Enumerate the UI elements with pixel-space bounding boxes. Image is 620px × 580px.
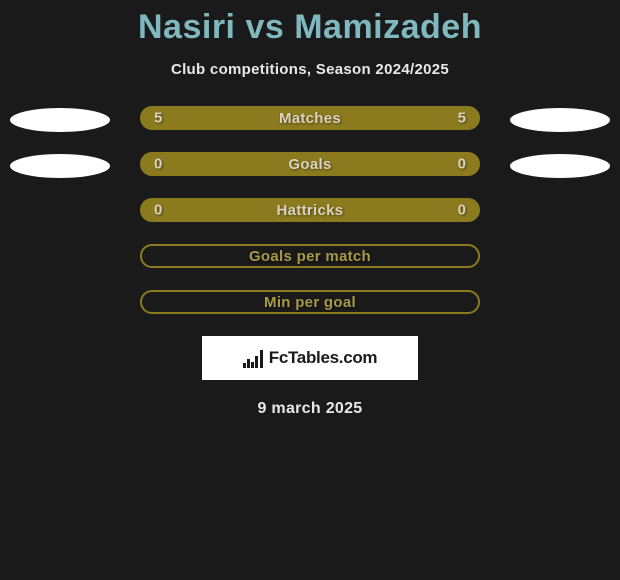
stat-value-right: 0 [458, 156, 466, 173]
stat-pill: 0 Hattricks 0 [140, 198, 480, 222]
logo-text: FcTables.com [269, 348, 378, 368]
bars-chart-icon [243, 348, 265, 368]
stats-container: 5 Matches 5 0 Goals 0 0 Hattricks 0 Goals per mat… [0, 106, 620, 314]
stat-pill: 5 Matches 5 [140, 106, 480, 130]
stat-pill: 0 Goals 0 [140, 152, 480, 176]
stat-row: Goals per match [0, 244, 620, 268]
stat-value-left: 0 [154, 202, 162, 219]
stat-row: 0 Hattricks 0 [0, 198, 620, 222]
stat-row: 0 Goals 0 [0, 152, 620, 176]
player-right-badge [510, 108, 610, 132]
season-subtitle: Club competitions, Season 2024/2025 [0, 61, 620, 78]
stat-pill-outline: Min per goal [140, 290, 480, 314]
stat-label: Matches [279, 110, 341, 127]
fctables-logo: FcTables.com [202, 336, 418, 380]
stat-value-left: 5 [154, 110, 162, 127]
stat-value-left: 0 [154, 156, 162, 173]
stat-value-right: 0 [458, 202, 466, 219]
stat-pill-outline: Goals per match [140, 244, 480, 268]
snapshot-date: 9 march 2025 [0, 400, 620, 418]
player-right-badge [510, 154, 610, 178]
stat-label: Goals [288, 156, 331, 173]
stat-label: Min per goal [264, 294, 356, 311]
player-left-badge [10, 154, 110, 178]
player-left-badge [10, 108, 110, 132]
stat-label: Goals per match [249, 248, 371, 265]
stat-row: Min per goal [0, 290, 620, 314]
comparison-title: Nasiri vs Mamizadeh [0, 0, 620, 47]
stat-label: Hattricks [277, 202, 344, 219]
stat-row: 5 Matches 5 [0, 106, 620, 130]
stat-value-right: 5 [458, 110, 466, 127]
